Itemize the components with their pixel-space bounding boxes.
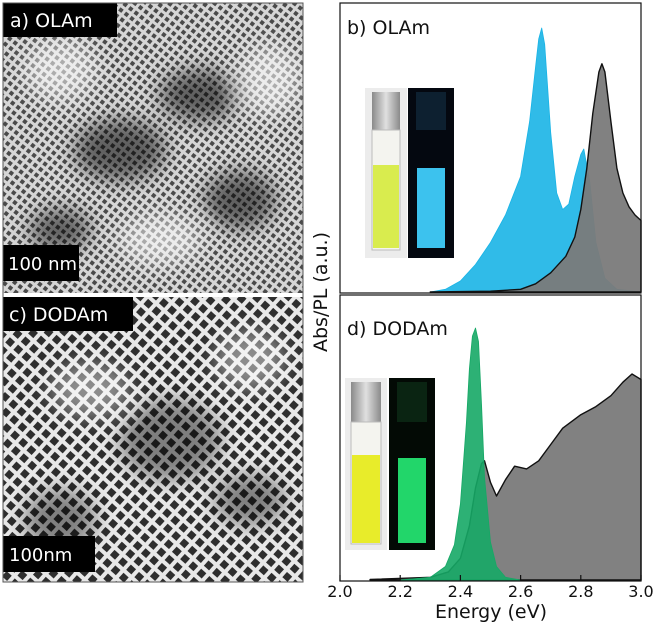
scale-bar-a-label: 100 nm [8,254,77,275]
tem-image-c [3,297,303,582]
tem-frame [2,2,304,583]
scale-bar-a-box [3,245,79,281]
x-tick-label: 2.8 [568,582,593,601]
scale-bar-c-label: 100nm [9,545,72,566]
panel-b-title: b) OLAm [347,17,430,39]
panel-a-label-box [3,3,117,37]
axes-b [339,2,642,294]
vial-dodam-uv [398,458,426,543]
x-tick-label: 2.6 [508,582,533,601]
y-axis-label: Abs/PL (a.u.) [310,232,332,352]
x-axis-ticks: 2.0 2.2 2.4 2.6 2.8 3.0 [327,575,654,601]
plot-d [369,327,642,581]
x-axis-label: Energy (eV) [435,601,547,623]
panel-d-title: d) DODAm [347,318,448,340]
x-tick-label: 2.2 [387,582,412,601]
x-tick-label: 2.0 [327,582,352,601]
panel-c-label-box [3,297,133,331]
x-tick-label: 2.4 [448,582,473,601]
vial-olam-ambient [373,165,399,248]
panel-a-label: a) OLAm [10,10,93,32]
axes-d [339,294,642,582]
tem-image-a [3,3,303,293]
x-tick-label: 3.0 [628,582,653,601]
vial-olam-uv [417,168,445,248]
scale-bar-c-box [3,536,95,572]
vial-photo-dodam [345,378,435,550]
vial-dodam-ambient [352,455,380,543]
series-b-abs [429,63,642,293]
plot-b [429,27,642,293]
panel-c-label: c) DODAm [9,304,108,326]
series-d-pl [399,327,521,581]
vial-photo-olam [365,88,454,258]
